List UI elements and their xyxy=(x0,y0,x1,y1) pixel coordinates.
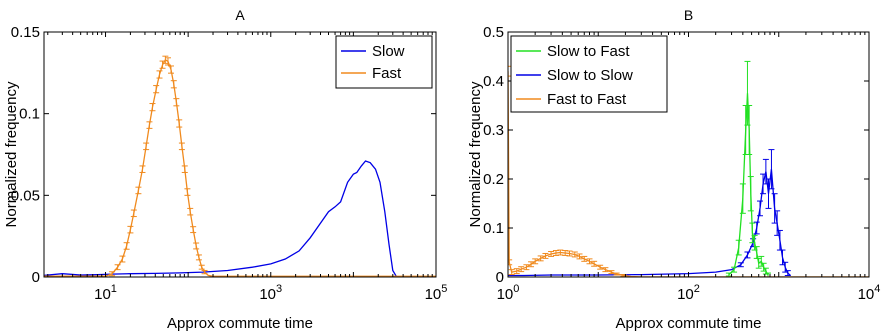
panel-a-y-tick-label: 0 xyxy=(32,269,40,286)
panel-a-legend-box xyxy=(335,35,433,89)
panel-b-y-tick-label: 0.4 xyxy=(483,73,504,90)
panel-b-x-tick-label: 104 xyxy=(858,283,881,303)
panel-b-legend-label: Slow to Slow xyxy=(547,67,633,84)
panel-a-x-axis-label: Approx commute time xyxy=(167,315,313,332)
panel-a-x-tick-label: 105 xyxy=(425,283,448,303)
panel-a-series-slow-line xyxy=(44,160,397,277)
panel-b-y-tick-label: 0.3 xyxy=(483,122,504,139)
panel-b-x-tick-label: 100 xyxy=(497,283,520,303)
panel-a: A Approx commute time Normalized frequen… xyxy=(3,7,447,332)
panel-a-x-tick-label: 101 xyxy=(94,283,117,303)
panel-a-legend-label: Fast xyxy=(372,65,402,82)
panel-a-title: A xyxy=(235,7,245,23)
panel-b-legend-label: Slow to Fast xyxy=(547,43,630,60)
panel-a-y-tick-label: 0.1 xyxy=(19,106,40,123)
panel-b-series-slow-to-fast-line xyxy=(728,93,769,276)
panel-a-axes-box xyxy=(43,31,437,278)
panel-b-series-group xyxy=(508,60,869,277)
panel-a-legend-label: Slow xyxy=(372,43,405,60)
panel-b-title: B xyxy=(684,7,693,23)
panel-b: B Approx commute time Normalized frequen… xyxy=(467,7,880,332)
panel-b-y-tick-label: 0 xyxy=(496,269,504,286)
panel-b-y-tick-label: 0.1 xyxy=(483,220,504,237)
panel-b-y-axis-label: Normalized frequency xyxy=(467,81,484,227)
panel-a-series-group xyxy=(44,55,436,277)
panel-a-series-fast-line xyxy=(44,58,436,277)
panel-a-y-axis-label: Normalized frequency xyxy=(3,81,20,227)
panel-b-legend-label: Fast to Fast xyxy=(547,91,627,108)
panel-a-y-tick-label: 0.15 xyxy=(11,24,40,41)
panel-b-y-tick-label: 0.5 xyxy=(483,24,504,41)
panel-b-x-tick-label: 102 xyxy=(677,283,700,303)
panel-b-x-axis-label: Approx commute time xyxy=(616,315,762,332)
panel-a-y-tick-label: 0.05 xyxy=(11,187,40,204)
panel-a-x-tick-label: 103 xyxy=(259,283,282,303)
panel-b-y-tick-label: 0.2 xyxy=(483,171,504,188)
